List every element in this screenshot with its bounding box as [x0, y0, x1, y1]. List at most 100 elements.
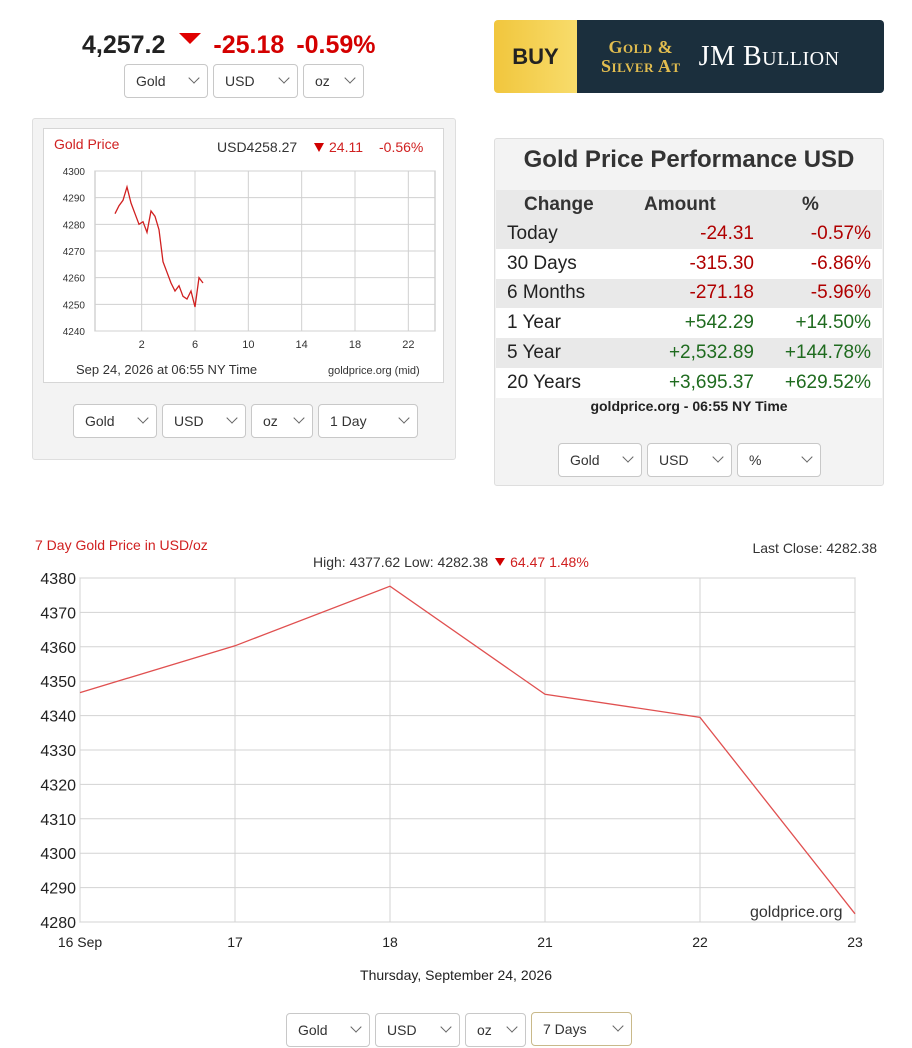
headline-price: 4,257.2 -25.18 -0.59%	[82, 28, 376, 62]
performance-period: 5 Year	[507, 342, 561, 364]
currency-select[interactable]: USD	[213, 64, 298, 98]
banner-line2: Silver At	[601, 55, 681, 76]
bottom-metal-select-value: Gold	[298, 1022, 328, 1038]
week-y-tick-label: 4320	[40, 777, 76, 794]
performance-row: 1 Year +542.29 +14.50%	[496, 308, 882, 339]
week-y-tick-label: 4330	[40, 743, 76, 760]
perf-metal-select[interactable]: Gold	[558, 443, 642, 477]
header-pct: %	[802, 193, 819, 215]
metal-select[interactable]: Gold	[124, 64, 208, 98]
chevron-down-icon	[612, 1020, 624, 1032]
chevron-down-icon	[622, 451, 634, 463]
performance-row: 6 Months -271.18 -5.96%	[496, 278, 882, 309]
chevron-down-icon	[278, 72, 290, 84]
banner-buy-label: BUY	[494, 20, 577, 93]
jm-bullion-banner[interactable]: BUY Gold & Silver At JM Bullion	[494, 20, 884, 93]
chevron-down-icon	[712, 451, 724, 463]
week-plot-area	[79, 577, 856, 923]
perf-mode-select[interactable]: %	[737, 443, 821, 477]
bottom-currency-select[interactable]: USD	[375, 1013, 460, 1047]
performance-amount: -315.30	[689, 252, 754, 274]
performance-pct: +14.50%	[795, 312, 871, 334]
performance-title: Gold Price Performance USD	[523, 146, 855, 173]
performance-pct: +144.78%	[784, 342, 871, 364]
chevron-down-icon	[137, 412, 149, 424]
week-y-tick-label: 4380	[40, 571, 76, 588]
week-y-tick-label: 4300	[40, 846, 76, 863]
performance-period: Today	[507, 222, 558, 244]
week-x-tick-label: 23	[847, 934, 863, 950]
week-y-tick-label: 4280	[40, 915, 76, 932]
week-x-tick-label: 21	[537, 934, 553, 950]
week-x-tick-label: 18	[382, 934, 398, 950]
mini-metal-select[interactable]: Gold	[73, 404, 157, 438]
chevron-down-icon	[226, 412, 238, 424]
perf-metal-select-value: Gold	[570, 452, 600, 468]
mini-range-select-value: 1 Day	[330, 413, 367, 429]
week-chart-high-low: High: 4377.62 Low: 4282.38 64.47 1.48%	[313, 554, 589, 570]
mini-currency-select-value: USD	[174, 413, 204, 429]
currency-select-value: USD	[225, 73, 255, 89]
mini-currency-select[interactable]: USD	[162, 404, 246, 438]
chevron-down-icon	[801, 451, 813, 463]
header-change: Change	[524, 193, 594, 215]
mini-unit-select[interactable]: oz	[251, 404, 313, 438]
chevron-down-icon	[506, 1021, 518, 1033]
week-y-tick-label: 4350	[40, 674, 76, 691]
week-y-tick-label: 4340	[40, 709, 76, 726]
performance-pct: -5.96%	[810, 282, 871, 304]
week-x-tick-label: 16 Sep	[58, 934, 103, 950]
current-price: 4,257.2	[82, 30, 166, 59]
performance-footer: goldprice.org - 06:55 NY Time	[590, 398, 788, 414]
week-y-tick-label: 4360	[40, 640, 76, 657]
price-change-pct: -0.59%	[296, 30, 376, 59]
week-chart-title: 7 Day Gold Price in USD/oz	[35, 537, 208, 553]
performance-header-row: Change Amount %	[496, 190, 882, 219]
week-chart-date-caption: Thursday, September 24, 2026	[360, 967, 552, 983]
banner-tagline: Gold & Silver At	[601, 36, 681, 76]
perf-mode-select-value: %	[749, 452, 762, 468]
header-amount: Amount	[644, 193, 716, 215]
banner-brand: JM Bullion	[698, 40, 840, 72]
perf-currency-select[interactable]: USD	[647, 443, 732, 477]
bottom-metal-select[interactable]: Gold	[286, 1013, 370, 1047]
chevron-down-icon	[398, 412, 410, 424]
week-y-tick-label: 4290	[40, 881, 76, 898]
performance-pct: +629.52%	[784, 371, 871, 393]
banner-body: Gold & Silver At JM Bullion	[577, 20, 884, 93]
week-y-tick-label: 4370	[40, 605, 76, 622]
chevron-down-icon	[293, 412, 305, 424]
performance-amount: +2,532.89	[668, 342, 754, 364]
perf-currency-select-value: USD	[659, 452, 689, 468]
performance-amount: -271.18	[689, 282, 754, 304]
banner-line1: Gold &	[608, 36, 674, 57]
week-chart-last-close: Last Close: 4282.38	[752, 540, 877, 556]
bottom-range-select[interactable]: 7 Days	[531, 1012, 632, 1046]
chevron-down-icon	[188, 72, 200, 84]
chevron-down-icon	[344, 72, 356, 84]
week-chart-change: 64.47 1.48%	[510, 554, 589, 570]
bottom-range-select-value: 7 Days	[543, 1021, 587, 1037]
week-y-tick-label: 4310	[40, 812, 76, 829]
performance-row: 30 Days -315.30 -6.86%	[496, 248, 882, 279]
bottom-unit-select[interactable]: oz	[465, 1013, 526, 1047]
triangle-down-icon	[179, 32, 202, 44]
unit-select[interactable]: oz	[303, 64, 364, 98]
performance-rows: Today -24.31 -0.57% 30 Days -315.30 -6.86% 6 M…	[496, 219, 882, 398]
price-change: -25.18	[213, 30, 285, 59]
performance-period: 30 Days	[507, 252, 577, 274]
performance-period: 20 Years	[507, 371, 581, 393]
chevron-down-icon	[350, 1021, 362, 1033]
triangle-down-icon	[495, 558, 506, 566]
week-x-tick-label: 22	[692, 934, 708, 950]
unit-select-value: oz	[315, 73, 330, 89]
performance-period: 1 Year	[507, 312, 561, 334]
week-price-series-line	[79, 585, 856, 915]
week-x-tick-label: 17	[227, 934, 243, 950]
chevron-down-icon	[440, 1021, 452, 1033]
mini-chart-frame	[43, 128, 444, 383]
mini-range-select[interactable]: 1 Day	[318, 404, 418, 438]
bottom-unit-select-value: oz	[477, 1022, 492, 1038]
metal-select-value: Gold	[136, 73, 166, 89]
performance-period: 6 Months	[507, 282, 586, 304]
